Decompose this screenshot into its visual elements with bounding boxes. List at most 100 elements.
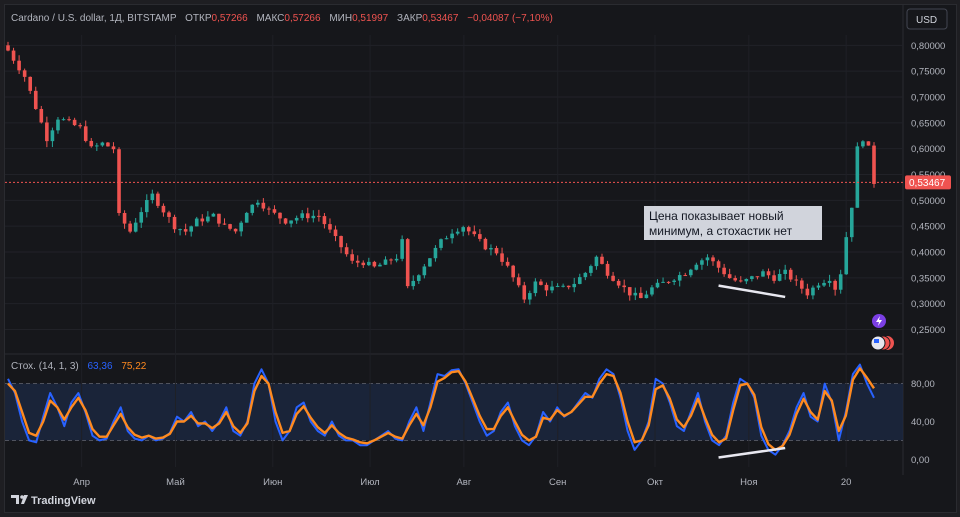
chart-window: 0,800000,750000,700000,650000,600000,550… — [4, 4, 957, 513]
candle-body — [439, 239, 443, 248]
candle-body — [788, 269, 793, 280]
time-axis: Апр Май Июн Июл Авг Сен Окт Ноя 20 — [73, 477, 851, 488]
candle-body — [616, 280, 621, 286]
candle-body — [455, 231, 460, 234]
tradingview-logo[interactable]: TradingView — [11, 495, 96, 507]
candle-body — [650, 287, 654, 295]
candle-body — [256, 202, 260, 205]
candle-body — [217, 213, 221, 224]
candle-body — [866, 141, 871, 146]
price-tick-label: 0,25000 — [911, 325, 945, 336]
candle-body — [83, 126, 88, 141]
candle-body — [433, 247, 438, 259]
candle-body — [311, 215, 316, 219]
candle-body — [689, 269, 693, 276]
candle-body — [211, 213, 216, 217]
candle-body — [716, 261, 721, 268]
candle-body — [144, 200, 149, 213]
flag-events-icon[interactable] — [870, 335, 894, 351]
time-tick-label: Авг — [456, 477, 471, 488]
candle-body — [372, 261, 377, 267]
candle-body — [22, 70, 27, 77]
candle-body — [838, 274, 843, 290]
candle-body — [516, 277, 521, 286]
candle-body — [45, 122, 49, 142]
stoch-divergence-line — [718, 446, 786, 459]
candle-body — [400, 239, 404, 259]
candle-body — [194, 218, 199, 227]
candle-body — [17, 60, 21, 71]
candle-body — [56, 119, 60, 131]
candle-body — [855, 146, 860, 208]
candle-body — [39, 108, 44, 123]
candles — [6, 41, 876, 305]
candle-body — [849, 207, 854, 238]
candle-body — [594, 256, 599, 267]
candle-body — [783, 269, 787, 275]
candle-body — [416, 275, 421, 281]
candle-body — [755, 276, 760, 278]
candle-body — [816, 285, 821, 288]
candle-body — [611, 275, 615, 281]
candle-body — [294, 217, 299, 221]
stoch-band — [5, 383, 903, 441]
candle-body — [272, 209, 277, 213]
price-tick-label: 0,40000 — [911, 248, 945, 259]
candle-body — [505, 261, 510, 266]
candle-body — [367, 261, 371, 266]
time-tick-label: 20 — [841, 477, 852, 488]
candle-body — [566, 285, 571, 288]
candle-body — [761, 271, 765, 277]
last-price-tag-text: 0,53467 — [909, 178, 946, 189]
candle-body — [28, 76, 33, 91]
candle-body — [489, 248, 493, 250]
annotation-box — [644, 206, 822, 240]
candle-body — [639, 292, 643, 299]
stoch-d-line — [7, 367, 875, 452]
candle-body — [11, 50, 16, 61]
currency-button[interactable] — [906, 8, 948, 30]
price-tick-label: 0,45000 — [911, 222, 945, 233]
candle-body — [811, 287, 815, 296]
candle-body — [727, 274, 732, 279]
candle-body — [572, 283, 577, 288]
candle-body — [389, 259, 393, 261]
candle-body — [461, 227, 466, 232]
chart-svg[interactable]: 0,800000,750000,700000,650000,600000,550… — [5, 5, 956, 512]
candle-body — [738, 280, 743, 282]
price-tick-label: 0,75000 — [911, 67, 945, 78]
candle-body — [861, 141, 865, 147]
price-tick-label: 0,70000 — [911, 93, 945, 104]
candle-body — [694, 264, 699, 270]
candle-body — [128, 223, 132, 232]
candle-body — [300, 213, 305, 218]
candle-body — [644, 294, 649, 299]
candle-body — [472, 231, 477, 235]
candle-body — [50, 130, 55, 142]
candle-body — [544, 284, 549, 291]
candle-body — [466, 227, 471, 232]
candle-body — [344, 247, 349, 255]
candle-body — [139, 212, 144, 223]
candle-body — [333, 229, 338, 237]
price-axis: 0,800000,750000,700000,650000,600000,550… — [911, 41, 945, 336]
lightning-icon[interactable] — [872, 314, 886, 328]
candle-body — [800, 280, 804, 289]
candle-body — [328, 224, 332, 230]
candle-body — [317, 215, 321, 217]
stoch-tick-label: 80,00 — [911, 379, 935, 390]
candle-body — [405, 239, 410, 287]
price-divergence-line — [718, 284, 786, 299]
time-tick-label: Ноя — [740, 477, 757, 488]
candle-body — [411, 280, 416, 287]
candle-body — [422, 266, 427, 276]
candle-body — [178, 229, 182, 231]
candle-body — [672, 280, 676, 282]
candle-body — [228, 224, 232, 229]
candle-body — [250, 204, 255, 213]
candle-body — [600, 256, 604, 264]
candle-body — [750, 276, 754, 280]
candle-body — [183, 229, 188, 232]
candle-body — [322, 216, 327, 225]
candle-body — [200, 218, 205, 222]
